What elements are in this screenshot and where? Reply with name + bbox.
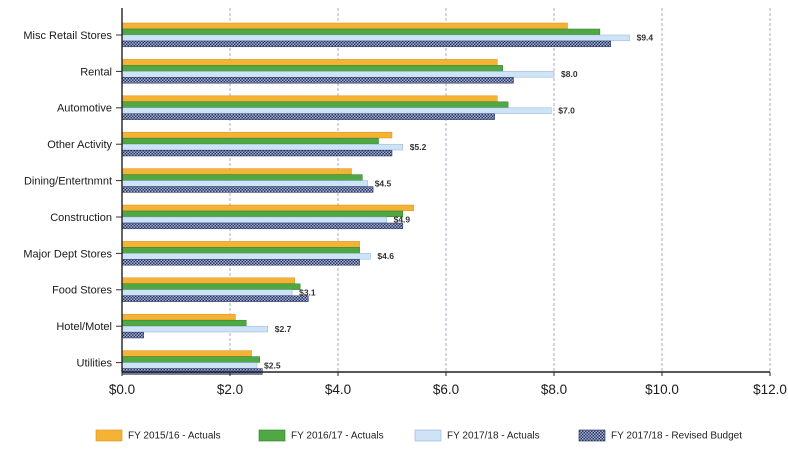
bar — [122, 314, 235, 320]
category-label: Food Stores — [52, 285, 112, 297]
category-label: Utilities — [77, 358, 113, 370]
bar — [122, 223, 403, 229]
bar — [122, 175, 362, 181]
data-label: $4.6 — [377, 251, 394, 261]
legend-swatch — [96, 430, 122, 441]
bar — [122, 205, 414, 211]
data-label: $4.5 — [375, 178, 392, 188]
bar — [122, 23, 568, 29]
data-label: $8.0 — [561, 69, 578, 79]
data-label: $7.0 — [558, 105, 575, 115]
bar — [122, 363, 257, 369]
data-label: $3.1 — [299, 287, 316, 297]
bar — [122, 108, 551, 114]
x-tick-label: $8.0 — [541, 382, 567, 397]
bars-group — [122, 23, 630, 374]
bar — [122, 144, 403, 150]
category-label: Rental — [80, 66, 112, 78]
bar — [122, 211, 403, 217]
x-tick-label: $0.0 — [109, 382, 135, 397]
x-tick-label: $2.0 — [217, 382, 243, 397]
bar — [122, 253, 370, 259]
bar — [122, 351, 252, 357]
legend-swatch — [259, 430, 285, 441]
category-label: Automotive — [57, 103, 112, 115]
bar — [122, 71, 554, 77]
bar — [122, 41, 611, 47]
bar — [122, 102, 508, 108]
bar — [122, 138, 379, 144]
legend: FY 2015/16 - Actuals FY 2016/17 - Actuals… — [96, 430, 742, 442]
bar — [122, 278, 295, 284]
category-label: Construction — [50, 212, 112, 224]
bar — [122, 181, 368, 187]
bar — [122, 114, 495, 120]
bar — [122, 150, 392, 156]
x-tick-label: $10.0 — [645, 382, 679, 397]
bar — [122, 77, 514, 83]
bar — [122, 132, 392, 138]
bar — [122, 217, 387, 223]
bar — [122, 59, 497, 65]
category-label: Hotel/Motel — [56, 321, 112, 333]
category-label: Dining/Entertnmnt — [24, 176, 112, 188]
legend-swatch — [415, 430, 441, 441]
category-label: Major Dept Stores — [23, 248, 112, 260]
bar — [122, 187, 373, 193]
data-label: $2.7 — [275, 324, 292, 334]
category-label: Other Activity — [47, 139, 112, 151]
x-tick-label: $12.0 — [753, 382, 787, 397]
legend-label: FY 2016/17 - Actuals — [291, 431, 384, 442]
bar — [122, 320, 246, 326]
data-label: $2.5 — [264, 360, 281, 370]
legend-swatch — [579, 430, 605, 441]
legend-label: FY 2017/18 - Actuals — [447, 431, 540, 442]
bar — [122, 296, 308, 302]
bar — [122, 357, 260, 363]
legend-label: FY 2015/16 - Actuals — [128, 431, 221, 442]
bar — [122, 65, 503, 71]
data-label: $4.9 — [394, 215, 411, 225]
bar — [122, 259, 360, 265]
x-tick-label: $6.0 — [433, 382, 459, 397]
bar — [122, 96, 497, 102]
bar — [122, 284, 300, 290]
legend-label: FY 2017/18 - Revised Budget — [611, 431, 742, 442]
category-label: Misc Retail Stores — [23, 30, 112, 42]
x-tick-label: $4.0 — [325, 382, 351, 397]
bar — [122, 35, 630, 41]
bar — [122, 169, 352, 175]
bar — [122, 326, 268, 332]
bar — [122, 290, 292, 296]
bar — [122, 29, 600, 35]
data-label: $5.2 — [410, 142, 427, 152]
data-label: $9.4 — [637, 33, 654, 43]
bar — [122, 241, 360, 247]
bar — [122, 247, 360, 253]
bar — [122, 332, 144, 338]
